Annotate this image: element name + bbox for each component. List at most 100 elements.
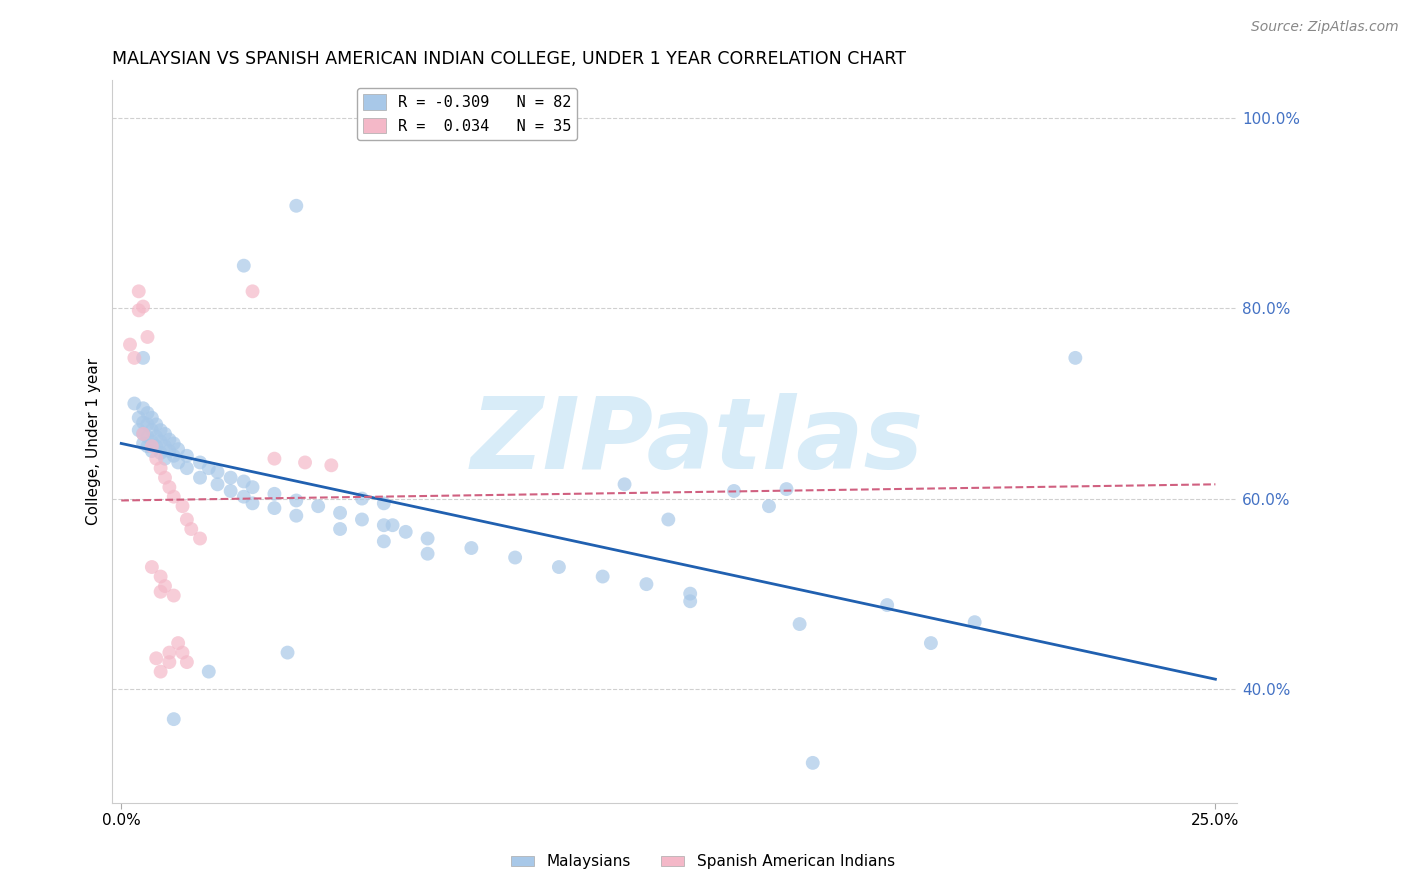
Point: [132, 436, 155, 450]
Point: [176, 512, 198, 526]
Point: [188, 532, 211, 546]
Point: [242, 285, 264, 299]
Point: [613, 477, 636, 491]
Point: [163, 449, 186, 463]
Point: [149, 446, 172, 460]
Point: [145, 651, 167, 665]
Point: [136, 430, 159, 444]
Point: [188, 471, 211, 485]
Point: [136, 406, 159, 420]
Point: [132, 351, 155, 365]
Point: [373, 534, 395, 549]
Y-axis label: College, Under 1 year: College, Under 1 year: [86, 358, 101, 525]
Point: [723, 483, 745, 498]
Point: [263, 501, 285, 516]
Point: [149, 461, 172, 475]
Point: [381, 518, 404, 533]
Point: [242, 480, 264, 494]
Point: [167, 636, 190, 650]
Point: [263, 451, 285, 466]
Point: [548, 560, 571, 574]
Point: [920, 636, 942, 650]
Text: ZIPatlas: ZIPatlas: [471, 393, 924, 490]
Point: [1064, 351, 1087, 365]
Point: [350, 512, 373, 526]
Point: [167, 442, 190, 457]
Point: [136, 417, 159, 432]
Point: [128, 423, 150, 437]
Point: [153, 451, 176, 466]
Point: [219, 483, 242, 498]
Point: [128, 303, 150, 318]
Point: [141, 444, 163, 458]
Point: [876, 598, 898, 612]
Point: [132, 426, 155, 441]
Point: [503, 550, 526, 565]
Point: [153, 439, 176, 453]
Point: [416, 532, 439, 546]
Point: [775, 482, 797, 496]
Point: [153, 579, 176, 593]
Point: [679, 587, 702, 601]
Point: [263, 487, 285, 501]
Point: [207, 465, 229, 479]
Point: [373, 518, 395, 533]
Point: [329, 506, 352, 520]
Point: [636, 577, 658, 591]
Point: [188, 455, 211, 469]
Point: [416, 547, 439, 561]
Point: [136, 439, 159, 453]
Point: [176, 655, 198, 669]
Point: [157, 433, 180, 447]
Point: [242, 496, 264, 510]
Point: [285, 508, 308, 523]
Point: [157, 480, 180, 494]
Point: [149, 569, 172, 583]
Point: [172, 646, 194, 660]
Point: [124, 351, 146, 365]
Point: [321, 458, 343, 473]
Point: [679, 594, 702, 608]
Legend: R = -0.309   N = 82, R =  0.034   N = 35: R = -0.309 N = 82, R = 0.034 N = 35: [357, 88, 578, 140]
Point: [219, 471, 242, 485]
Point: [657, 512, 679, 526]
Point: [963, 615, 986, 630]
Point: [176, 449, 198, 463]
Point: [232, 475, 254, 489]
Point: [149, 434, 172, 449]
Point: [294, 455, 316, 469]
Point: [128, 285, 150, 299]
Point: [801, 756, 824, 770]
Point: [329, 522, 352, 536]
Point: [141, 439, 163, 453]
Point: [141, 410, 163, 425]
Point: [149, 665, 172, 679]
Point: [128, 410, 150, 425]
Point: [163, 589, 186, 603]
Point: [180, 522, 202, 536]
Point: [124, 396, 146, 410]
Point: [307, 499, 329, 513]
Point: [350, 491, 373, 506]
Point: [285, 199, 308, 213]
Point: [157, 655, 180, 669]
Point: [163, 436, 186, 450]
Point: [145, 451, 167, 466]
Point: [132, 401, 155, 416]
Point: [118, 337, 141, 351]
Point: [197, 461, 219, 475]
Point: [197, 665, 219, 679]
Point: [163, 712, 186, 726]
Point: [149, 423, 172, 437]
Point: [132, 300, 155, 314]
Point: [141, 423, 163, 437]
Point: [592, 569, 614, 583]
Point: [232, 259, 254, 273]
Text: MALAYSIAN VS SPANISH AMERICAN INDIAN COLLEGE, UNDER 1 YEAR CORRELATION CHART: MALAYSIAN VS SPANISH AMERICAN INDIAN COL…: [112, 50, 907, 68]
Point: [176, 461, 198, 475]
Point: [758, 499, 780, 513]
Point: [145, 417, 167, 432]
Point: [153, 471, 176, 485]
Text: Source: ZipAtlas.com: Source: ZipAtlas.com: [1251, 20, 1399, 34]
Point: [157, 444, 180, 458]
